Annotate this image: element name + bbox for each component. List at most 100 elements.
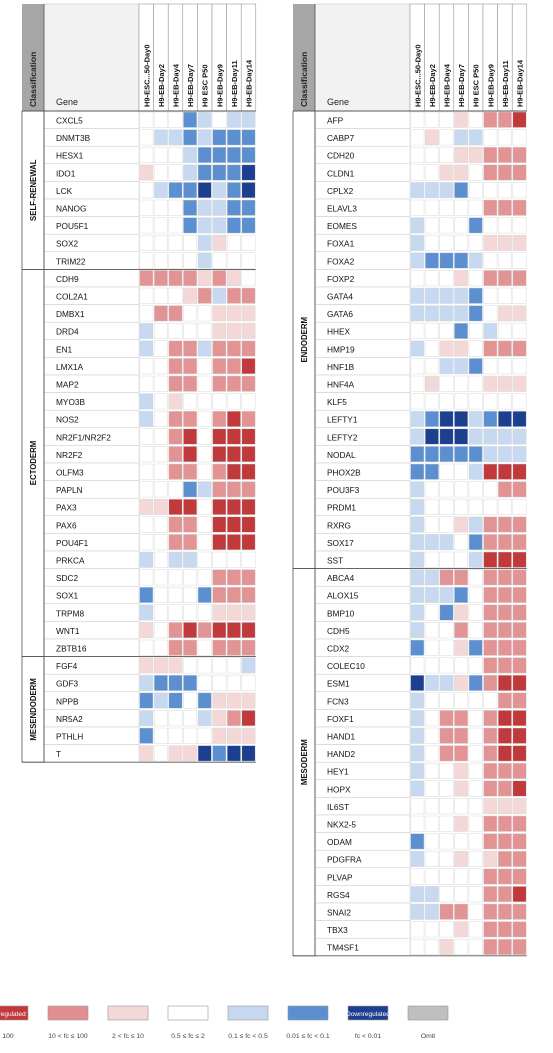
right-heat-cell <box>424 903 439 920</box>
left-heat-cell <box>197 375 212 392</box>
right-heat-cell <box>454 745 469 762</box>
right-heat-cell <box>439 270 454 287</box>
left-heat-cell <box>241 428 256 445</box>
right-gene-name: CPLX2 <box>327 186 354 196</box>
left-heat-cell <box>197 199 212 216</box>
right-heat-cell <box>497 938 512 955</box>
right-heat-cell <box>468 938 483 955</box>
right-heat-cell <box>497 305 512 322</box>
right-heat-cell <box>424 393 439 410</box>
right-heat-cell <box>454 868 469 885</box>
right-heat-cell <box>410 270 425 287</box>
left-heat-cell <box>168 745 183 762</box>
right-heat-cell <box>454 358 469 375</box>
left-heat-cell <box>241 692 256 709</box>
right-gene-name: HNF1B <box>327 362 355 372</box>
right-heat-cell <box>454 780 469 797</box>
right-gene-name: SNAI2 <box>327 908 351 918</box>
left-heat-cell <box>139 234 154 251</box>
right-heat-cell <box>483 622 498 639</box>
left-heat-cell <box>153 569 168 586</box>
right-heat-cell <box>512 375 527 392</box>
right-heat-cell <box>439 287 454 304</box>
left-heat-cell <box>183 234 198 251</box>
left-heat-cell <box>212 164 227 181</box>
right-heat-cell <box>454 322 469 339</box>
left-heat-cell <box>139 498 154 515</box>
left-heat-cell <box>241 164 256 181</box>
left-heat-cell <box>183 692 198 709</box>
right-heat-cell <box>512 217 527 234</box>
left-heat-cell <box>197 164 212 181</box>
right-heat-cell <box>497 921 512 938</box>
left-gene-name: POU5F1 <box>56 221 89 231</box>
left-heat-cell <box>212 252 227 269</box>
right-heat-cell <box>497 393 512 410</box>
left-gene-name: WNT1 <box>56 626 80 636</box>
left-heat-cell <box>197 111 212 128</box>
right-heat-cell <box>410 586 425 603</box>
left-heat-cell <box>153 710 168 727</box>
right-heat-cell <box>512 340 527 357</box>
left-heat-cell <box>197 622 212 639</box>
right-heat-cell <box>424 586 439 603</box>
right-heat-cell <box>483 762 498 779</box>
left-heat-cell <box>183 217 198 234</box>
left-heat-cell <box>241 129 256 146</box>
right-gene-name: HAND1 <box>327 732 356 742</box>
left-heat-cell <box>212 727 227 744</box>
left-heat-cell <box>168 428 183 445</box>
left-heat-cell <box>226 534 241 551</box>
right-heat-cell <box>468 745 483 762</box>
right-heat-cell <box>468 710 483 727</box>
left-heat-cell <box>183 252 198 269</box>
left-heat-cell <box>226 146 241 163</box>
left-heat-cell <box>153 586 168 603</box>
right-heat-cell <box>512 111 527 128</box>
left-heat-cell <box>241 710 256 727</box>
left-heat-cell <box>226 622 241 639</box>
left-gene-name: PTHLH <box>56 732 83 742</box>
right-heat-cell <box>512 270 527 287</box>
right-heat-cell <box>468 146 483 163</box>
left-heat-cell <box>139 463 154 480</box>
left-heat-cell <box>168 111 183 128</box>
right-heat-cell <box>468 833 483 850</box>
right-heat-cell <box>454 111 469 128</box>
right-heat-cell <box>410 938 425 955</box>
left-heat-cell <box>153 146 168 163</box>
right-heat-cell <box>512 410 527 427</box>
right-heat-cell <box>512 639 527 656</box>
left-heat-cell <box>168 270 183 287</box>
left-gene-name: ZBTB16 <box>56 644 87 654</box>
left-heat-cell <box>168 622 183 639</box>
left-gene-name: PAX3 <box>56 503 77 513</box>
right-heat-cell <box>497 815 512 832</box>
left-gene-name: NR2F1/NR2F2 <box>56 432 111 442</box>
legend-swatch <box>47 1005 89 1021</box>
right-group-label: ENDODERM <box>300 317 309 362</box>
right-heat-cell <box>468 569 483 586</box>
left-column-label: H9-EB-Day2 <box>157 64 166 107</box>
right-heat-cell <box>483 551 498 568</box>
right-heat-cell <box>468 921 483 938</box>
left-heat-cell <box>241 745 256 762</box>
left-heat-cell <box>241 287 256 304</box>
right-heat-cell <box>454 446 469 463</box>
left-heat-cell <box>153 111 168 128</box>
right-column-label: H9-EB-Day4 <box>443 63 452 107</box>
right-heat-cell <box>454 428 469 445</box>
left-heat-cell <box>139 428 154 445</box>
left-heat-cell <box>168 498 183 515</box>
left-heat-cell <box>153 463 168 480</box>
left-heat-cell <box>212 674 227 691</box>
right-heat-cell <box>454 639 469 656</box>
right-column-label: H9-ESC...50-Day0 <box>413 44 422 107</box>
right-heat-cell <box>512 358 527 375</box>
left-heat-cell <box>153 604 168 621</box>
right-heat-cell <box>468 463 483 480</box>
right-column-label: H9 ESC P50 <box>472 64 481 107</box>
right-heat-cell <box>512 428 527 445</box>
left-gene-name: T <box>56 749 61 759</box>
left-gene-label: Gene <box>56 97 78 107</box>
